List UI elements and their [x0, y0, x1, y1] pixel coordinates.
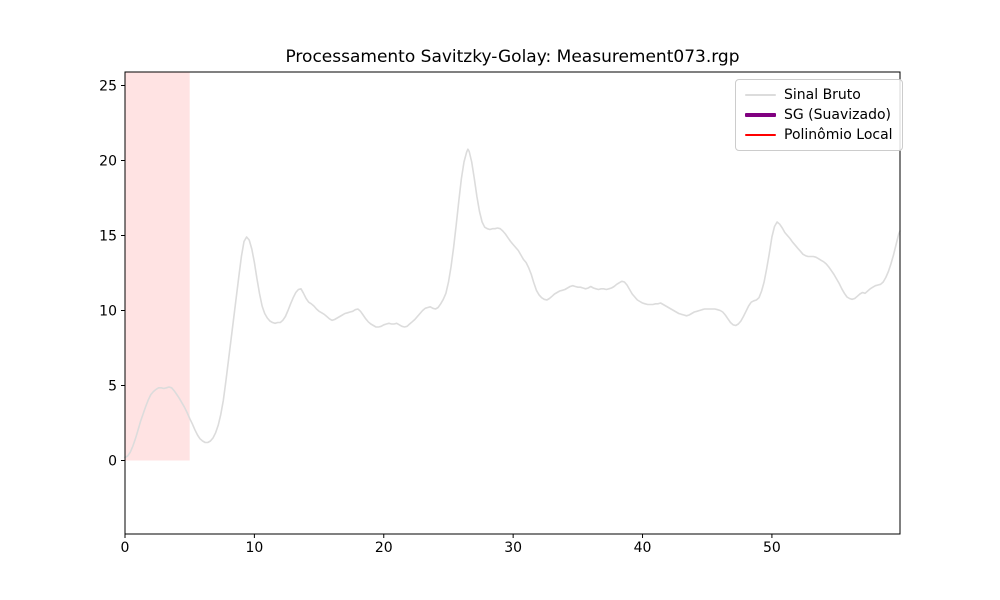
legend: Sinal Bruto SG (Suavizado) Polinômio Local — [735, 79, 903, 151]
legend-line-sample — [745, 94, 776, 96]
legend-label: Sinal Bruto — [784, 87, 861, 103]
x-tick-label: 40 — [634, 540, 652, 556]
legend-line-sample — [745, 113, 776, 117]
x-tick-label: 0 — [121, 540, 130, 556]
chart-title: Processamento Savitzky-Golay: Measuremen… — [285, 47, 740, 67]
legend-item-polinomio-local: Polinômio Local — [745, 125, 893, 145]
series-sinal-bruto — [124, 148, 901, 459]
legend-line-sample — [745, 134, 776, 136]
highlight-band — [125, 72, 190, 461]
legend-label: Polinômio Local — [784, 127, 893, 143]
axes-border — [124, 71, 901, 535]
x-tick-label: 30 — [504, 540, 522, 556]
y-tick-label: 25 — [99, 79, 117, 95]
x-tick-label: 20 — [375, 540, 393, 556]
y-tick-label: 10 — [99, 304, 117, 320]
x-tick-label: 50 — [763, 540, 781, 556]
legend-label: SG (Suavizado) — [784, 107, 892, 123]
y-tick-label: 5 — [108, 379, 117, 395]
y-tick-label: 20 — [99, 154, 117, 170]
legend-item-sinal-bruto: Sinal Bruto — [745, 85, 893, 105]
y-tick-label: 15 — [99, 229, 117, 245]
legend-item-sg-suavizado: SG (Suavizado) — [745, 105, 893, 125]
x-tick-label: 10 — [245, 540, 263, 556]
y-tick-label: 0 — [108, 454, 117, 470]
